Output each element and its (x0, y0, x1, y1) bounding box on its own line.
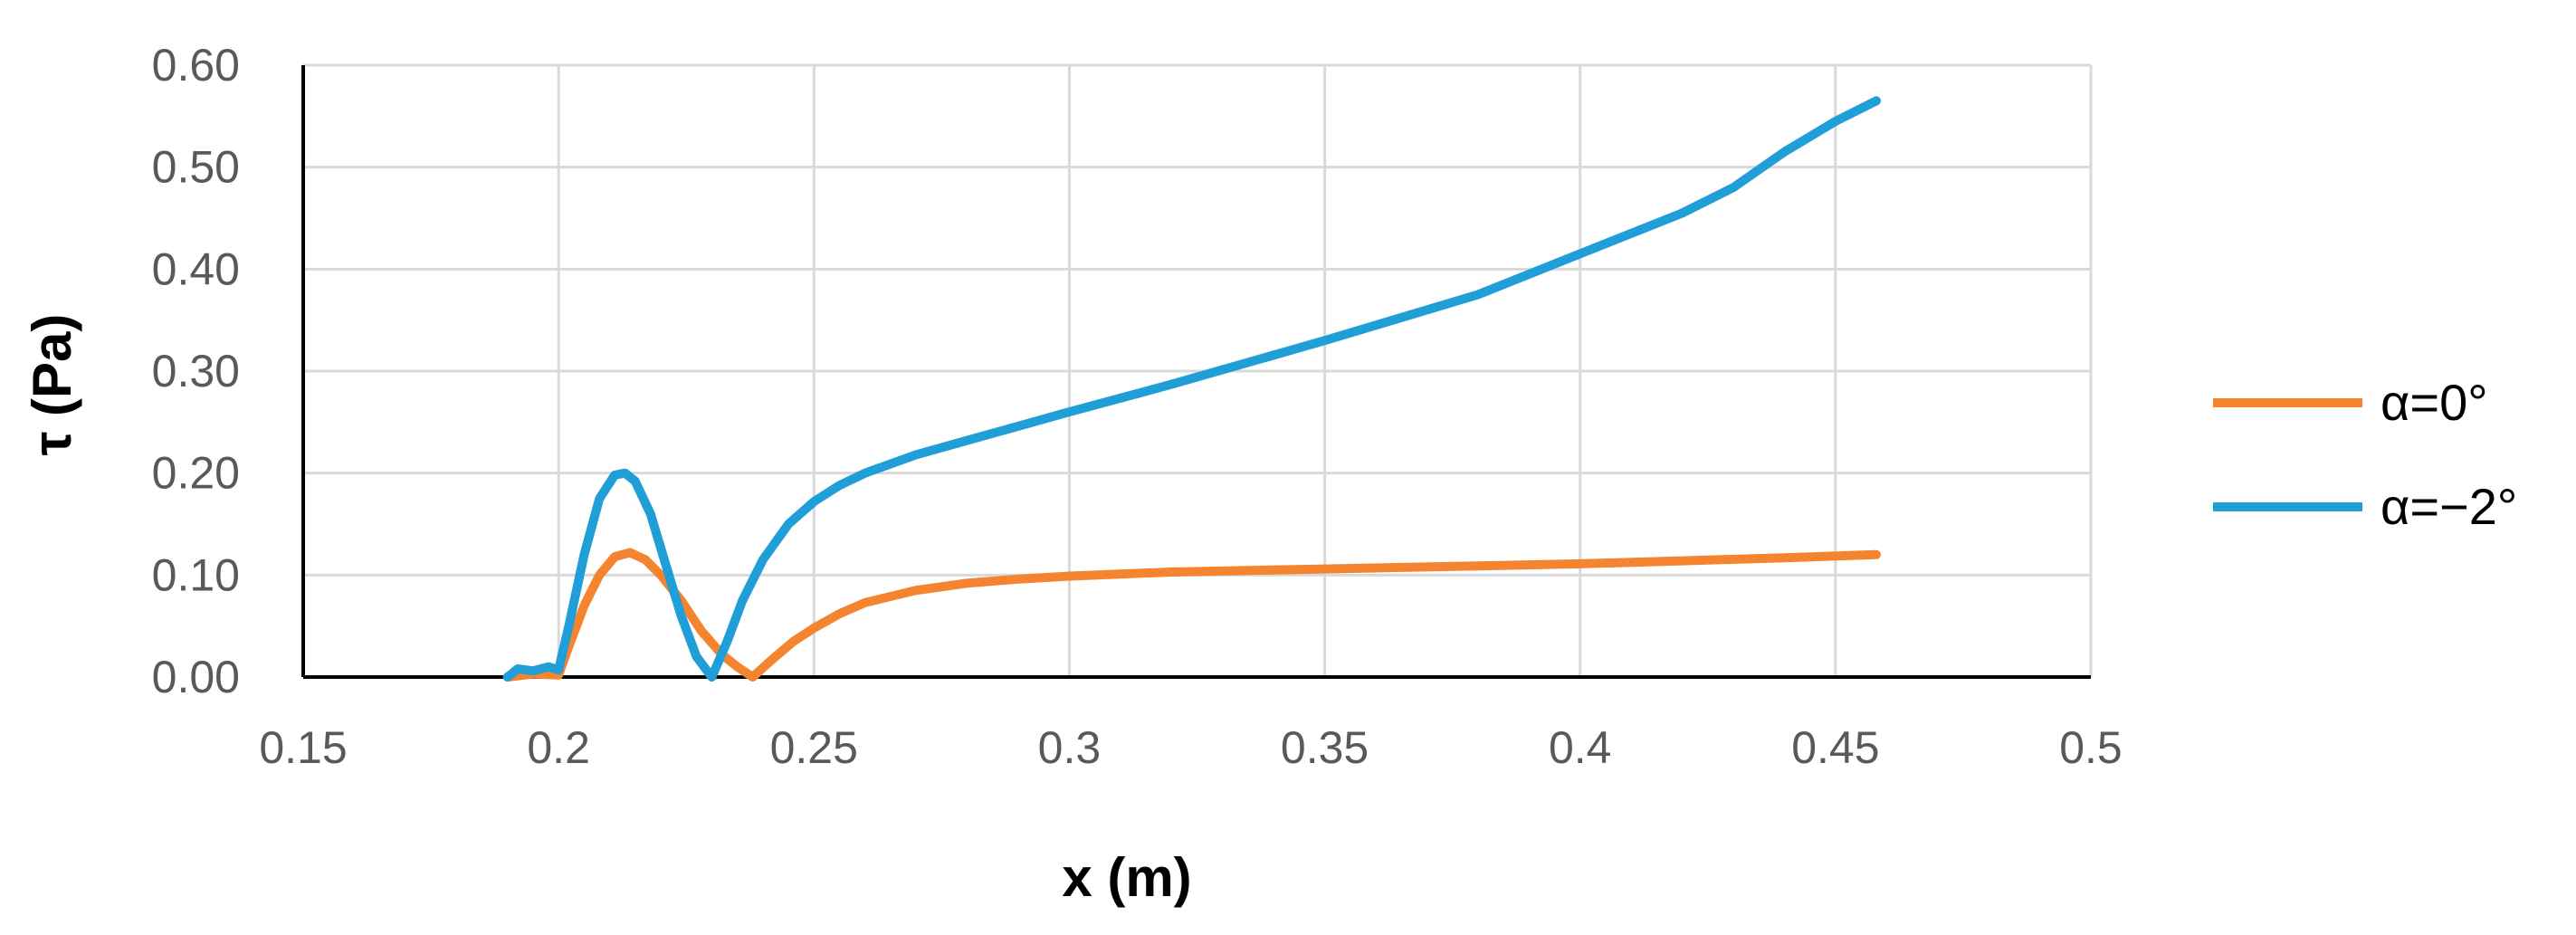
y-tick-label: 0.00 (152, 652, 240, 702)
x-tick-label: 0.25 (770, 722, 858, 773)
y-axis-title: τ (Pa) (22, 314, 82, 456)
series-line-0 (502, 548, 1881, 682)
axes (301, 65, 2091, 679)
y-tick-label: 0.50 (152, 142, 240, 193)
x-axis-title: x (m) (1062, 847, 1191, 908)
y-tick-label: 0.10 (152, 549, 240, 600)
x-tick-label: 0.4 (1549, 722, 1612, 773)
x-tick-label: 0.15 (259, 722, 347, 773)
y-tick-label: 0.60 (152, 40, 240, 91)
y-tick-label: 0.20 (152, 448, 240, 499)
x-tick-label: 0.2 (527, 722, 590, 773)
gridlines (303, 63, 2093, 677)
y-tick-label: 0.30 (152, 346, 240, 396)
y-tick-label: 0.40 (152, 243, 240, 294)
series-lines (502, 96, 1881, 682)
series-line-1 (502, 96, 1881, 682)
legend: α=0° α=−2° (2213, 374, 2517, 535)
x-tick-label: 0.35 (1281, 722, 1369, 773)
y-tick-labels: 0.00 0.10 0.20 0.30 0.40 0.50 0.60 (152, 40, 240, 702)
x-tick-label: 0.45 (1791, 722, 1879, 773)
x-tick-labels: 0.15 0.2 0.25 0.3 0.35 0.4 0.45 0.5 (259, 722, 2122, 773)
x-tick-label: 0.3 (1038, 722, 1102, 773)
legend-label-1: α=−2° (2380, 478, 2517, 535)
legend-label-0: α=0° (2380, 374, 2488, 431)
x-tick-label: 0.5 (2059, 722, 2123, 773)
